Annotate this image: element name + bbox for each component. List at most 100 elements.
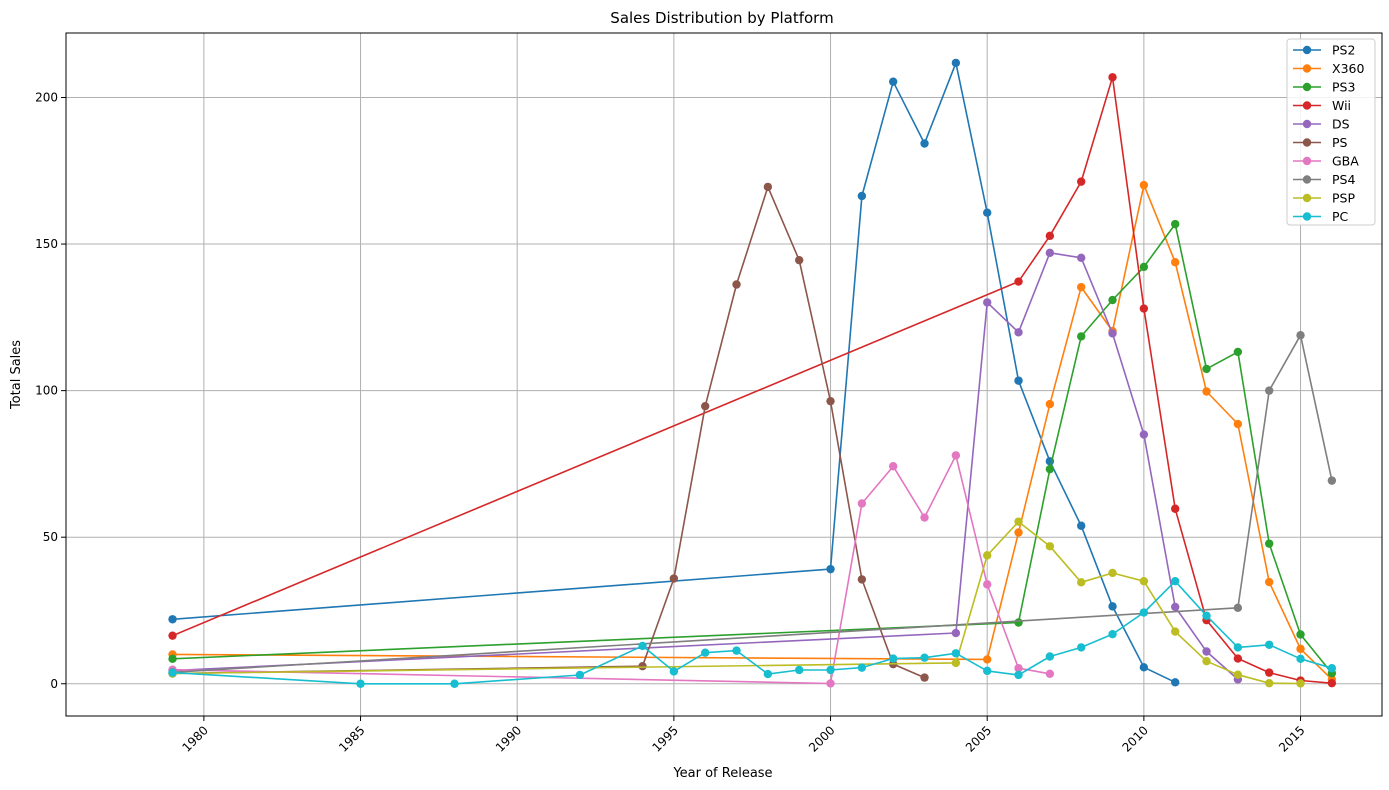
legend-marker: [1302, 82, 1312, 92]
data-point: [1233, 670, 1243, 679]
data-point: [1202, 647, 1211, 656]
legend-label: PS4: [1332, 172, 1355, 187]
legend-label: PSP: [1332, 191, 1355, 206]
series-line-wii: [172, 76, 1332, 684]
legend-marker: [1302, 119, 1312, 129]
data-point: [1014, 517, 1023, 526]
data-point: [732, 646, 741, 655]
legend-marker: [1302, 45, 1312, 55]
data-point: [1202, 364, 1211, 374]
data-point: [1045, 231, 1055, 241]
legend-label: PS3: [1332, 80, 1355, 95]
series-pc: [168, 576, 1337, 688]
data-point: [889, 462, 898, 471]
data-point: [1202, 387, 1211, 396]
series-line-ps: [172, 186, 925, 679]
data-point: [1233, 347, 1243, 357]
data-point: [1265, 668, 1274, 677]
legend-marker: [1302, 138, 1312, 147]
y-tick-label: 150: [35, 237, 58, 251]
legend-marker: [1302, 212, 1312, 221]
legend-label: PC: [1332, 209, 1349, 224]
series-line-ps3: [172, 223, 1333, 674]
data-point: [1077, 521, 1086, 530]
legend-marker: [1302, 156, 1312, 166]
data-point: [1139, 180, 1149, 190]
data-point: [1327, 476, 1337, 485]
data-point: [1108, 602, 1117, 611]
data-point: [889, 77, 898, 86]
data-point: [1077, 578, 1086, 587]
data-point: [983, 208, 992, 217]
data-point: [1296, 654, 1305, 664]
data-point: [168, 654, 177, 664]
data-point: [857, 575, 867, 584]
grid-lines: [66, 33, 1382, 716]
data-point: [1296, 630, 1305, 639]
data-point: [575, 670, 585, 680]
series-line-ps4: [172, 334, 1333, 674]
data-point: [795, 665, 804, 675]
data-point: [1296, 679, 1305, 688]
data-point: [1139, 608, 1149, 617]
x-tick-label: 1985: [336, 723, 367, 754]
data-point: [1045, 464, 1055, 474]
data-point: [857, 191, 867, 201]
data-point: [951, 658, 961, 668]
data-point: [1014, 376, 1023, 385]
data-point: [1108, 630, 1117, 639]
data-point: [1139, 430, 1149, 439]
data-point: [1014, 277, 1023, 286]
data-point: [1171, 678, 1180, 687]
data-point: [168, 631, 177, 640]
data-point: [1014, 670, 1023, 680]
data-point: [168, 668, 177, 677]
x-tick-label: 1980: [179, 723, 210, 754]
data-point: [1296, 331, 1305, 340]
y-tick-label: 200: [35, 90, 58, 104]
plot-frame: [65, 32, 1383, 717]
data-point: [701, 648, 710, 657]
data-point: [1265, 577, 1274, 587]
data-point: [1233, 654, 1243, 663]
data-point: [951, 628, 961, 638]
legend-label: Wii: [1332, 98, 1351, 113]
data-point: [356, 679, 365, 688]
data-point: [983, 298, 992, 307]
data-point: [1171, 576, 1180, 586]
data-point: [826, 564, 835, 574]
data-point: [1265, 539, 1274, 548]
y-tick-label: 50: [43, 530, 58, 544]
x-tick-label: 2015: [1276, 723, 1307, 754]
data-point: [1077, 253, 1086, 263]
legend-marker: [1302, 101, 1312, 110]
series-ps: [168, 182, 929, 682]
data-point: [1171, 504, 1180, 513]
data-point: [732, 280, 741, 289]
series-ds: [168, 248, 1243, 684]
legend-label: PS2: [1332, 43, 1355, 58]
legend: PS2 X360 PS3 Wii DS PS GBA PS4 PSP PC: [1286, 38, 1376, 226]
data-point: [920, 653, 929, 662]
x-axis-label: Year of Release: [672, 766, 772, 781]
data-point: [1045, 248, 1055, 258]
series-line-ds: [172, 252, 1239, 680]
data-point: [669, 667, 679, 676]
series-line-psp: [172, 520, 1301, 685]
series-gba: [168, 451, 1055, 688]
data-point: [1045, 542, 1055, 551]
data-point: [1233, 643, 1243, 652]
x-tick-label: 2005: [963, 723, 994, 754]
data-point: [1108, 568, 1117, 578]
data-point: [1327, 678, 1337, 688]
data-point: [1108, 329, 1117, 338]
data-point: [638, 641, 647, 651]
data-point: [983, 655, 992, 664]
data-point: [638, 661, 647, 671]
data-point: [1077, 643, 1086, 652]
data-point: [951, 649, 961, 658]
data-point: [1139, 663, 1149, 672]
data-point: [1171, 258, 1180, 267]
data-point: [1265, 678, 1274, 688]
legend-marker: [1302, 193, 1312, 203]
